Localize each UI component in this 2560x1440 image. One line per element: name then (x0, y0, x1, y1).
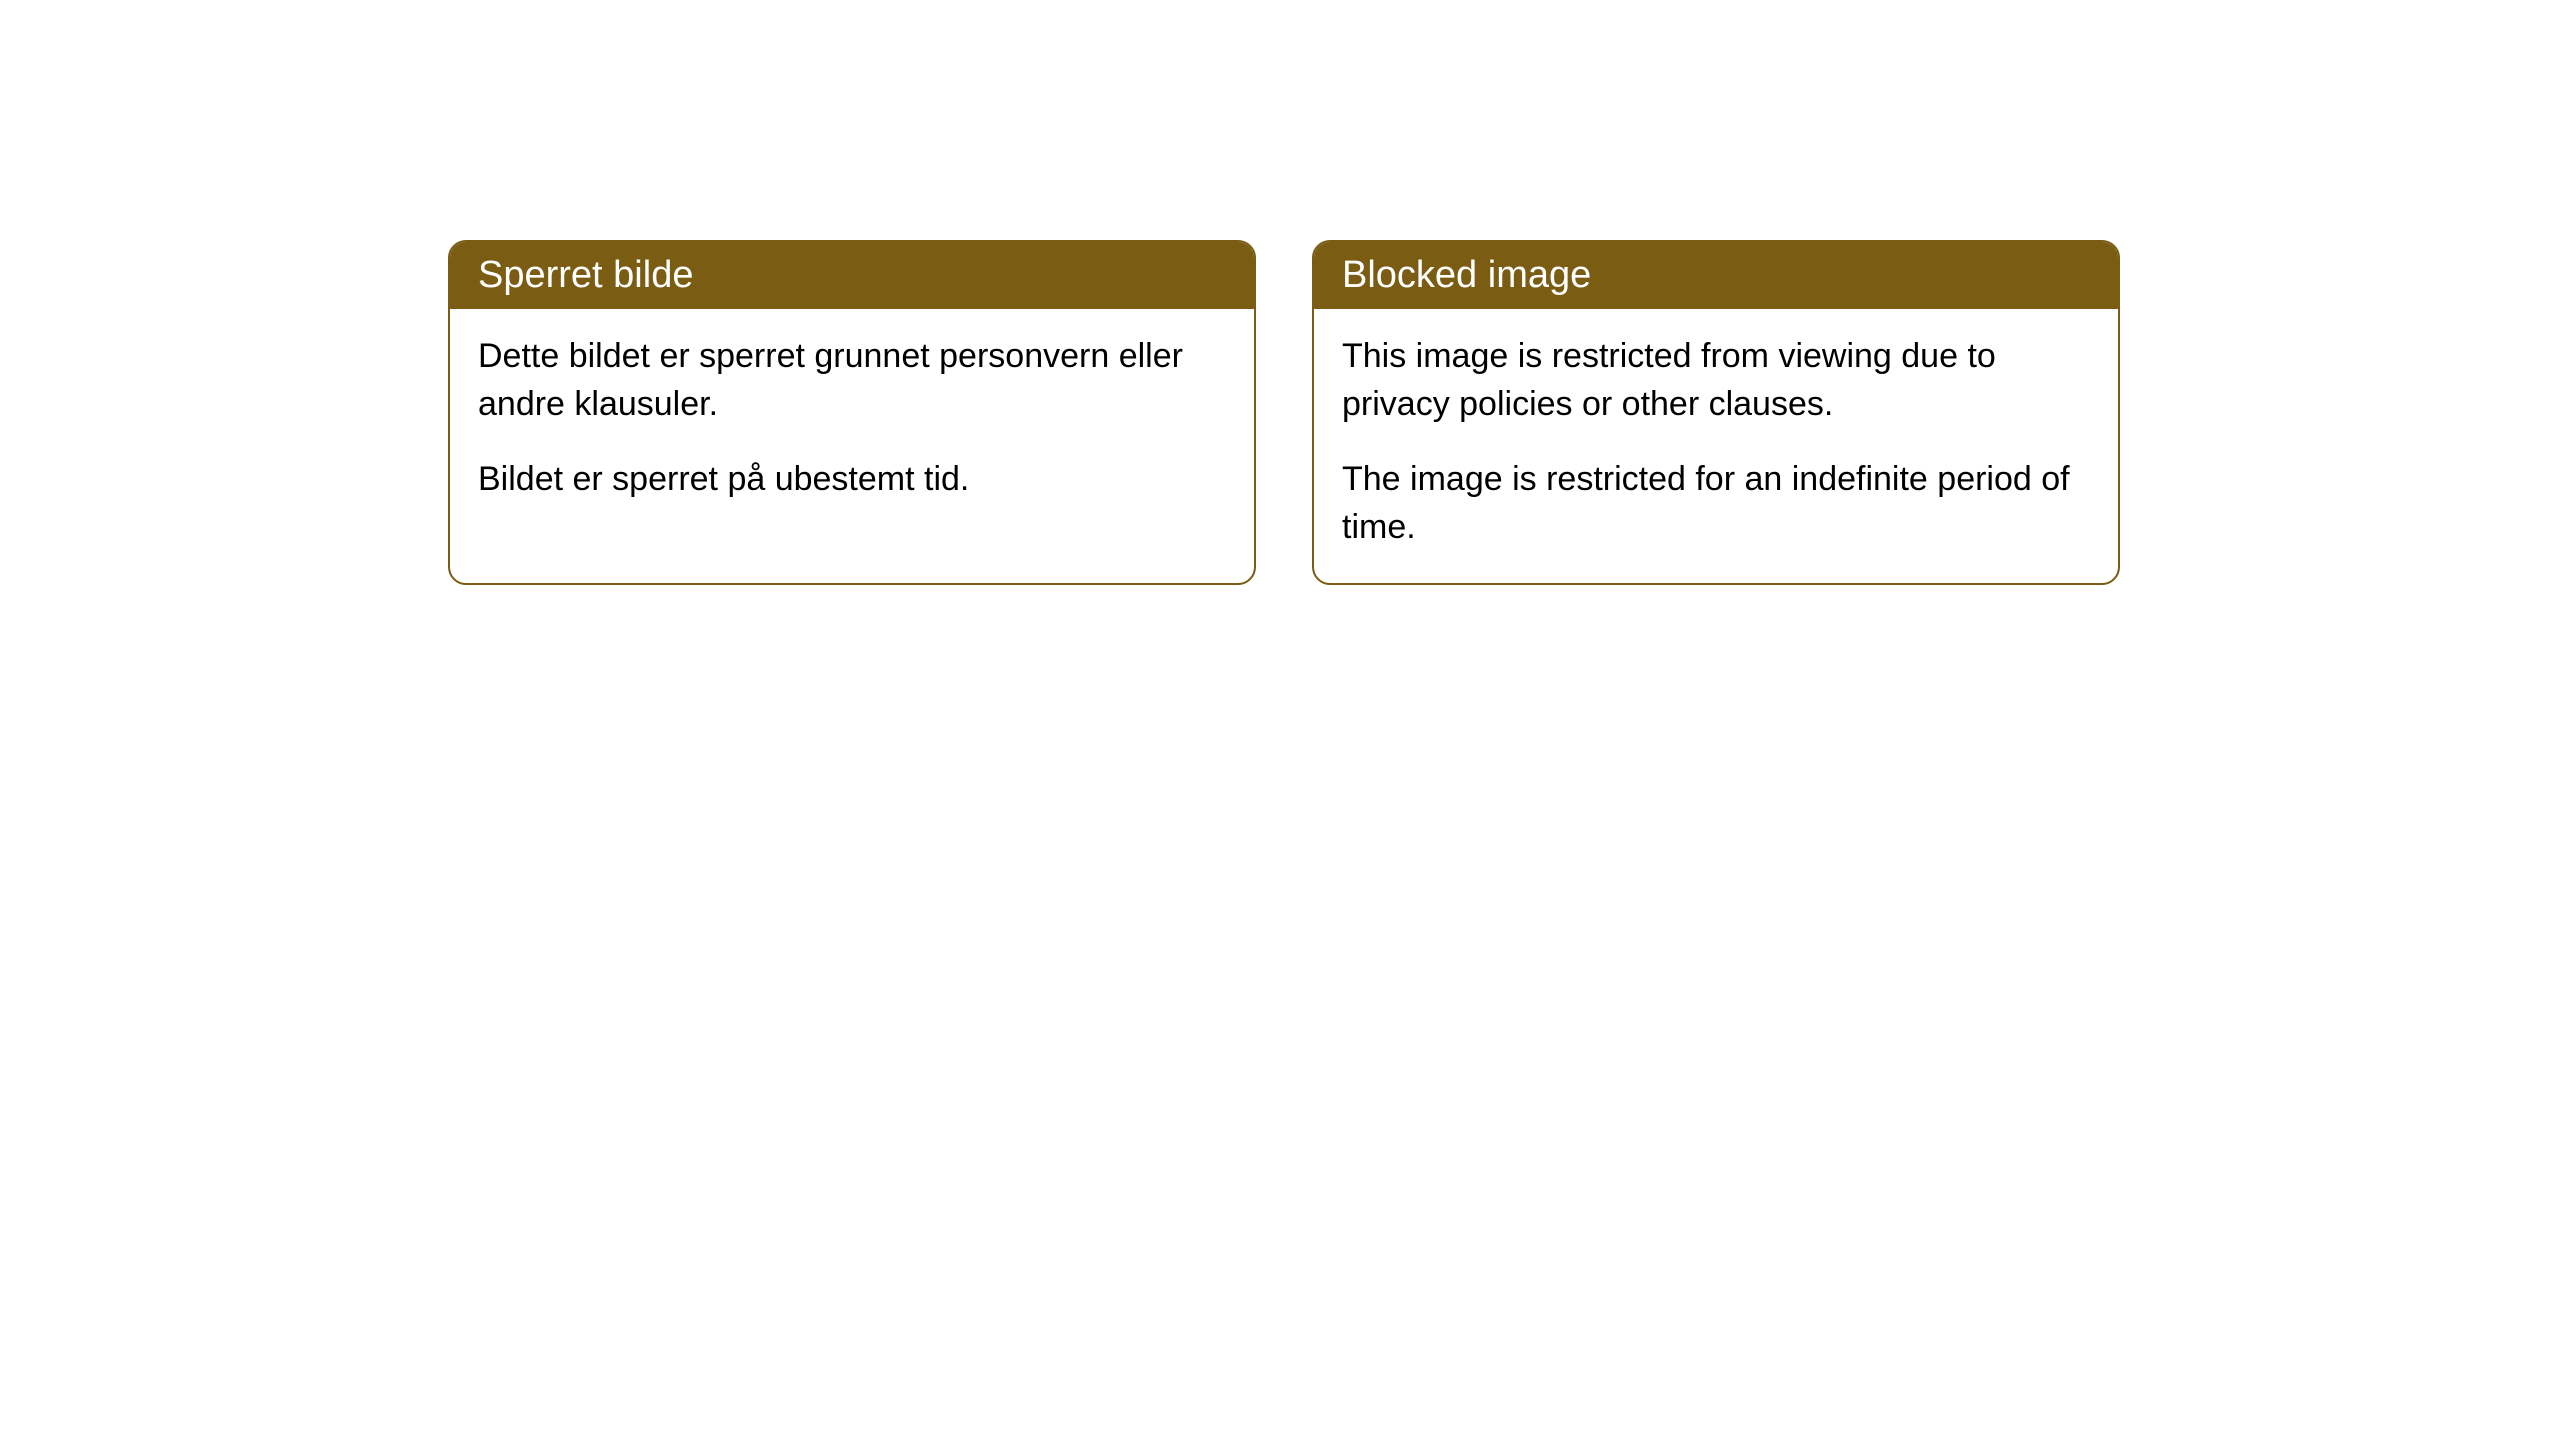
notice-card-english: Blocked image This image is restricted f… (1312, 240, 2120, 585)
card-paragraph: The image is restricted for an indefinit… (1342, 456, 2090, 551)
notice-container: Sperret bilde Dette bildet er sperret gr… (0, 0, 2560, 585)
card-header: Sperret bilde (450, 242, 1254, 309)
card-body: This image is restricted from viewing du… (1314, 309, 2118, 583)
card-header: Blocked image (1314, 242, 2118, 309)
card-paragraph: Bildet er sperret på ubestemt tid. (478, 456, 1226, 504)
notice-card-norwegian: Sperret bilde Dette bildet er sperret gr… (448, 240, 1256, 585)
card-paragraph: Dette bildet er sperret grunnet personve… (478, 333, 1226, 428)
card-paragraph: This image is restricted from viewing du… (1342, 333, 2090, 428)
card-body: Dette bildet er sperret grunnet personve… (450, 309, 1254, 536)
